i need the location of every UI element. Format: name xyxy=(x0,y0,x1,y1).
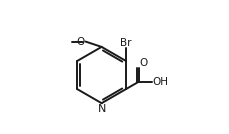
Text: OH: OH xyxy=(152,77,168,87)
Text: O: O xyxy=(76,37,84,46)
Text: O: O xyxy=(139,58,147,68)
Text: Br: Br xyxy=(120,38,131,48)
Text: N: N xyxy=(97,104,105,114)
